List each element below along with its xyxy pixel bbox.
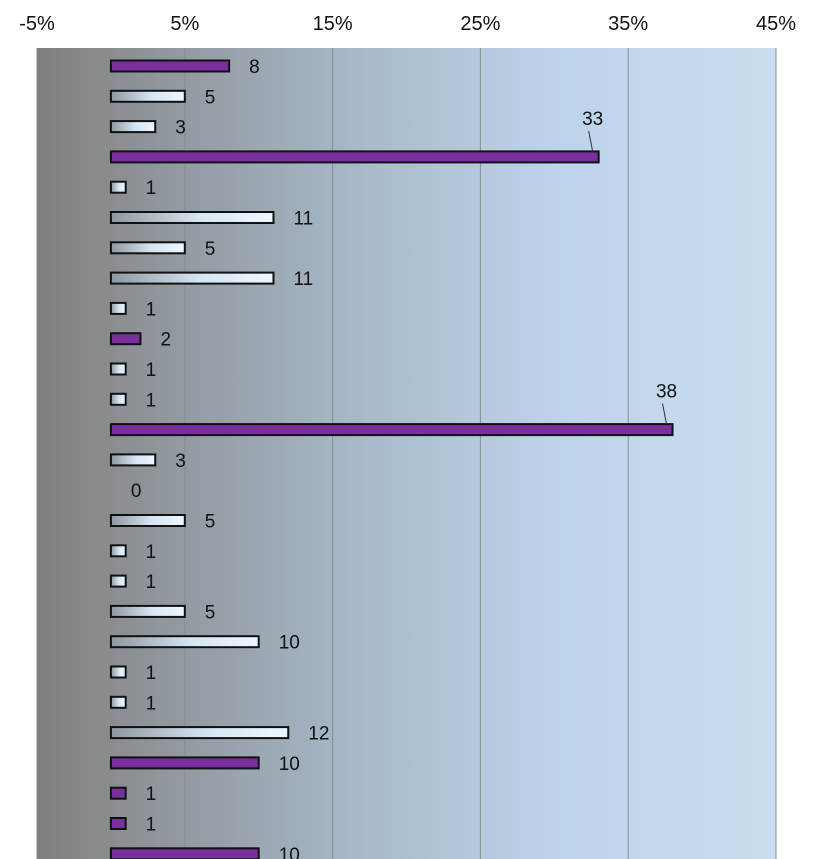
data-label: 3: [175, 118, 186, 139]
data-label: 1: [146, 542, 157, 563]
data-label: 5: [205, 512, 216, 533]
data-label: 11: [293, 269, 313, 290]
bar: [109, 544, 127, 558]
x-tick-label: 15%: [313, 13, 353, 35]
bar: [109, 695, 127, 709]
x-tick-label: 35%: [608, 13, 648, 35]
bar: [109, 786, 127, 800]
plot-area: [37, 48, 776, 859]
label-leader-line: [662, 403, 668, 425]
data-label: 38: [656, 382, 677, 403]
bar: [109, 241, 186, 255]
data-label: 10: [279, 754, 300, 775]
bar: [109, 150, 600, 164]
bar: [109, 453, 157, 467]
bar: [109, 847, 260, 859]
data-label: 1: [146, 299, 157, 320]
bars: [109, 59, 674, 859]
data-label: 1: [146, 815, 157, 836]
data-label: 33: [582, 109, 603, 130]
bar: [109, 120, 157, 134]
data-label: 1: [146, 784, 157, 805]
bar: [109, 180, 127, 194]
label-leader-line: [588, 130, 594, 152]
bar: [109, 301, 127, 315]
bar: [109, 392, 127, 406]
data-label: 1: [146, 360, 157, 381]
data-label: 8: [249, 57, 260, 78]
bar: [109, 817, 127, 830]
x-tick-label: 25%: [460, 13, 500, 35]
data-label: 1: [146, 693, 157, 714]
x-tick-label: -5%: [19, 13, 55, 35]
data-label: 5: [205, 239, 216, 260]
data-label: 1: [146, 572, 157, 593]
bar: [109, 332, 142, 346]
data-label: 11: [293, 209, 313, 230]
gridlines: [36, 48, 777, 859]
data-label: 2: [160, 330, 171, 351]
bar: [109, 604, 186, 618]
data-label: 5: [205, 602, 216, 623]
bar: [109, 514, 186, 527]
bar: [109, 271, 275, 285]
x-tick-label: 5%: [170, 13, 199, 35]
x-tick-label: 45%: [756, 13, 796, 35]
data-label: 1: [146, 390, 157, 411]
bar: [109, 59, 231, 73]
bar: [109, 423, 674, 437]
bar: [109, 211, 275, 224]
x-axis: -5% 5% 15% 25% 35% 45%: [19, 13, 796, 35]
data-label: 1: [146, 178, 157, 199]
bar: [109, 362, 127, 376]
data-label: 12: [308, 724, 329, 745]
bar: [109, 665, 127, 679]
data-label: 10: [279, 633, 300, 654]
data-label: 0: [131, 481, 142, 502]
data-label: 10: [279, 845, 300, 859]
bar: [109, 726, 290, 740]
data-label: 3: [175, 451, 186, 472]
data-label: 5: [205, 87, 216, 108]
bar: [109, 89, 186, 103]
bar: [109, 574, 127, 588]
bar: [109, 756, 260, 770]
data-label: 1: [146, 663, 157, 684]
bar: [109, 635, 260, 649]
